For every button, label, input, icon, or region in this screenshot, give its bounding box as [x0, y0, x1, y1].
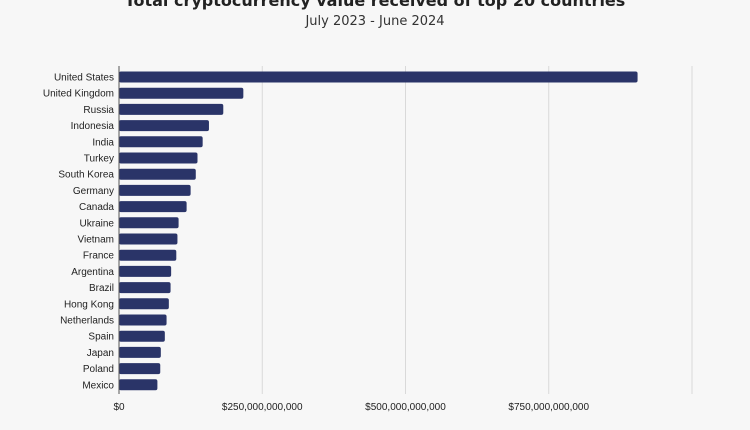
- bar: [119, 103, 224, 115]
- category-label: Spain: [88, 332, 114, 343]
- category-label: United States: [54, 73, 114, 84]
- bar: [119, 330, 165, 342]
- bar: [119, 314, 167, 326]
- category-label: Hong Kong: [64, 299, 114, 310]
- category-label: Ukraine: [80, 218, 115, 229]
- category-label: Turkey: [84, 154, 114, 165]
- bar: [119, 87, 244, 99]
- x-tick-label: $750,000,000,000: [508, 402, 589, 413]
- gridlines: [261, 66, 693, 394]
- category-label: United Kingdom: [43, 89, 114, 100]
- bar: [119, 136, 203, 148]
- category-label: Argentina: [71, 267, 114, 278]
- x-tick-label: $250,000,000,000: [222, 402, 303, 413]
- x-tick-label: $0: [113, 402, 125, 413]
- bar: [119, 233, 178, 245]
- category-label: Brazil: [89, 283, 114, 294]
- category-label: South Korea: [58, 170, 114, 181]
- bar: [119, 217, 179, 229]
- category-labels: United States United Kingdom Russia Indones…: [43, 73, 115, 392]
- bar: [119, 379, 158, 391]
- bar: [119, 120, 209, 132]
- chart-title: Total cryptocurrency value received of t…: [124, 0, 626, 10]
- bar: [119, 249, 177, 261]
- category-label: Poland: [83, 364, 114, 375]
- bar: [119, 298, 169, 310]
- bar: [119, 265, 172, 277]
- category-label: Japan: [87, 348, 114, 359]
- bar: [119, 363, 161, 375]
- bar: [119, 346, 161, 358]
- x-tick-labels: $0 $250,000,000,000 $500,000,000,000 $750,0…: [113, 402, 589, 413]
- category-label: Mexico: [82, 380, 114, 391]
- category-label: France: [83, 251, 115, 262]
- bar: [119, 152, 198, 164]
- category-label: Vietnam: [77, 235, 114, 246]
- category-label: Netherlands: [60, 316, 114, 327]
- bar: [119, 184, 191, 196]
- bar: [119, 282, 171, 294]
- bar: [119, 168, 196, 180]
- bar: [119, 71, 638, 83]
- x-tick-label: $500,000,000,000: [365, 402, 446, 413]
- bar: [119, 201, 187, 213]
- category-label: India: [92, 137, 114, 148]
- chart-subtitle: July 2023 - June 2024: [305, 14, 445, 29]
- category-label: Canada: [79, 202, 114, 213]
- category-label: Indonesia: [71, 121, 115, 132]
- category-label: Russia: [83, 105, 114, 116]
- category-label: Germany: [73, 186, 114, 197]
- bars: [119, 71, 638, 391]
